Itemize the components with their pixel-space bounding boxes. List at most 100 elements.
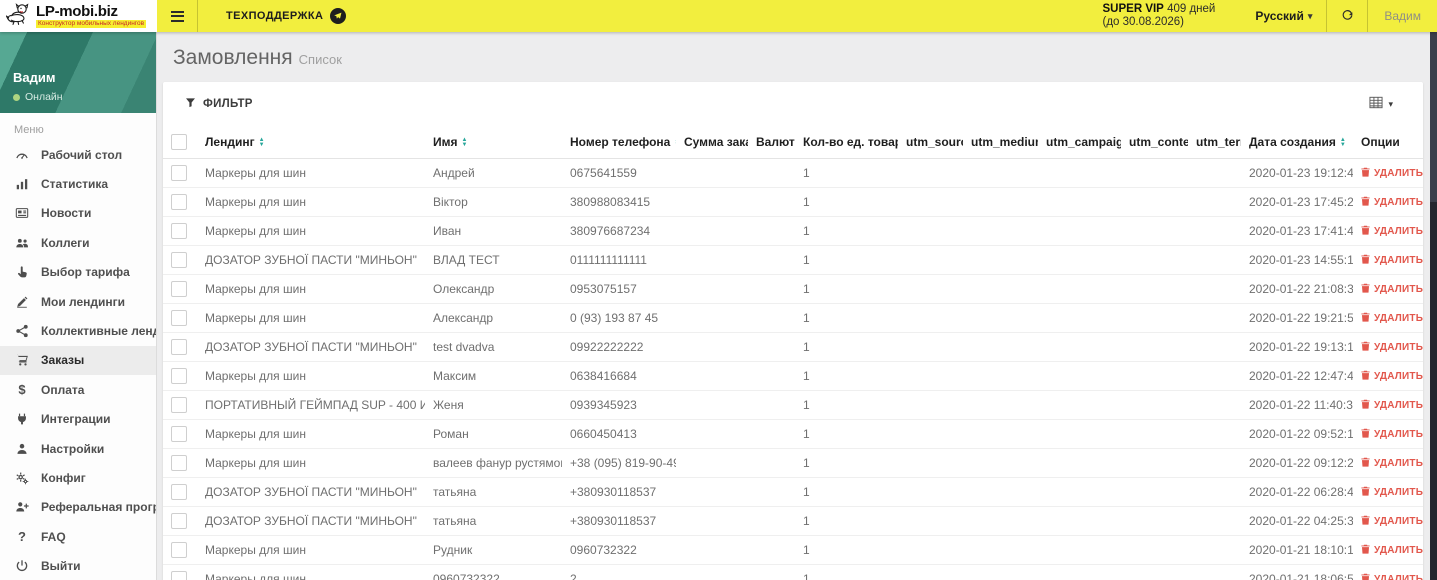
- table-cell: [676, 390, 748, 420]
- sidebar-item-referral[interactable]: Реферальная программа: [0, 493, 156, 522]
- delete-button[interactable]: УДАЛИТЬ: [1361, 196, 1423, 209]
- table-cell: 2020-01-23 14:55:18: [1241, 245, 1353, 275]
- column-header[interactable]: Номер телефона▲▼: [562, 126, 676, 159]
- column-header[interactable]: Дата создания ▲ ▼: [1241, 126, 1353, 159]
- sidebar-item-integrations[interactable]: Интеграции: [0, 405, 156, 434]
- table-cell: 2020-01-21 18:10:16: [1241, 535, 1353, 565]
- row-checkbox[interactable]: [171, 368, 187, 384]
- table-cell: [676, 477, 748, 507]
- sidebar-item-dashboard[interactable]: Рабочий стол: [0, 140, 156, 169]
- column-header[interactable]: Лендинг ▲ ▼: [197, 126, 425, 159]
- delete-button[interactable]: УДАЛИТЬ: [1361, 573, 1423, 580]
- profile-name: Вадим: [13, 70, 56, 85]
- table-cell: [963, 419, 1038, 449]
- table-cell: [1121, 245, 1188, 275]
- sidebar-item-label: Конфиг: [41, 470, 86, 485]
- columns-toggle-button[interactable]: ▾: [1365, 92, 1397, 116]
- sidebar-item-logout[interactable]: Выйти: [0, 551, 156, 580]
- table-cell: [676, 564, 748, 580]
- sort-icon[interactable]: ▲▼: [461, 136, 468, 148]
- delete-button[interactable]: УДАЛИТЬ: [1361, 457, 1423, 470]
- delete-button[interactable]: УДАЛИТЬ: [1361, 225, 1423, 238]
- row-options-cell: УДАЛИТЬ: [1353, 274, 1423, 304]
- table-cell: [676, 332, 748, 362]
- sort-icon[interactable]: ▲▼: [258, 136, 265, 148]
- sidebar-item-label: Коллективные лендинги: [41, 324, 156, 339]
- table-cell: [1188, 274, 1241, 304]
- row-options-cell: УДАЛИТЬ: [1353, 506, 1423, 536]
- row-checkbox[interactable]: [171, 484, 187, 500]
- sidebar-item-settings[interactable]: Настройки: [0, 434, 156, 463]
- row-checkbox[interactable]: [171, 542, 187, 558]
- logo[interactable]: LP-mobi.biz Конструктор мобильных лендин…: [0, 0, 157, 32]
- language-selector[interactable]: Русский ▾: [1241, 0, 1326, 32]
- row-checkbox-cell: [163, 535, 197, 565]
- row-checkbox[interactable]: [171, 310, 187, 326]
- hamburger-menu-button[interactable]: [157, 0, 197, 32]
- row-checkbox[interactable]: [171, 571, 187, 580]
- row-checkbox[interactable]: [171, 339, 187, 355]
- delete-button[interactable]: УДАЛИТЬ: [1361, 167, 1423, 180]
- delete-button[interactable]: УДАЛИТЬ: [1361, 544, 1423, 557]
- delete-button[interactable]: УДАЛИТЬ: [1361, 515, 1423, 528]
- table-cell: [963, 361, 1038, 391]
- table-cell: 1: [795, 361, 898, 391]
- row-checkbox-cell: [163, 187, 197, 217]
- sidebar-item-colleagues[interactable]: Коллеги: [0, 228, 156, 257]
- vertical-scrollbar[interactable]: [1430, 32, 1437, 580]
- delete-button[interactable]: УДАЛИТЬ: [1361, 341, 1423, 354]
- user-menu-button[interactable]: Вадим: [1368, 0, 1437, 32]
- column-header-label: Номер телефона: [570, 135, 671, 149]
- row-checkbox[interactable]: [171, 223, 187, 239]
- row-checkbox[interactable]: [171, 513, 187, 529]
- sidebar-item-tariff[interactable]: Выбор тарифа: [0, 258, 156, 287]
- plan-name: SUPER VIP: [1102, 3, 1164, 15]
- column-header: utm_campaign: [1038, 126, 1121, 159]
- row-checkbox-cell: [163, 245, 197, 275]
- table-cell: [1038, 361, 1121, 391]
- delete-button[interactable]: УДАЛИТЬ: [1361, 486, 1423, 499]
- row-checkbox-cell: [163, 158, 197, 188]
- sort-icon[interactable]: ▲▼: [1339, 136, 1346, 148]
- delete-button[interactable]: УДАЛИТЬ: [1361, 428, 1423, 441]
- row-checkbox[interactable]: [171, 426, 187, 442]
- delete-button[interactable]: УДАЛИТЬ: [1361, 283, 1423, 296]
- column-header[interactable]: Имя ▲ ▼: [425, 126, 562, 159]
- table-row: Маркеры для шин Олександр 0953075157 1 2020-…: [163, 274, 1423, 304]
- sidebar-item-label: Мои лендинги: [41, 294, 126, 309]
- delete-button[interactable]: УДАЛИТЬ: [1361, 254, 1423, 267]
- row-checkbox[interactable]: [171, 194, 187, 210]
- row-checkbox[interactable]: [171, 252, 187, 268]
- refresh-button[interactable]: [1327, 0, 1367, 32]
- filter-button[interactable]: ФИЛЬТР: [185, 97, 253, 111]
- sidebar-item-payment[interactable]: $ Оплата: [0, 375, 156, 404]
- select-all-checkbox[interactable]: [171, 134, 187, 150]
- dog-logo-icon: [5, 2, 32, 31]
- table-cell: Маркеры для шин: [197, 419, 425, 449]
- sort-icon[interactable]: ▲▼: [674, 137, 676, 148]
- delete-button[interactable]: УДАЛИТЬ: [1361, 312, 1423, 325]
- sidebar-item-news[interactable]: Новости: [0, 199, 156, 228]
- sidebar-item-landings[interactable]: Мои лендинги: [0, 287, 156, 316]
- table-row: Маркеры для шин Віктор 380988083415 1 2020-0…: [163, 187, 1423, 217]
- sidebar-item-faq[interactable]: ? FAQ: [0, 522, 156, 551]
- sidebar-item-collective[interactable]: Коллективные лендинги: [0, 316, 156, 345]
- delete-button[interactable]: УДАЛИТЬ: [1361, 370, 1423, 383]
- row-checkbox[interactable]: [171, 455, 187, 471]
- sidebar-item-config[interactable]: Конфиг: [0, 463, 156, 492]
- delete-button[interactable]: УДАЛИТЬ: [1361, 399, 1423, 412]
- row-checkbox[interactable]: [171, 165, 187, 181]
- support-button[interactable]: ТЕХПОДДЕРЖКА: [198, 8, 368, 24]
- table-cell: [898, 564, 963, 580]
- sidebar-item-orders[interactable]: Заказы: [0, 345, 156, 376]
- trash-icon: [1361, 370, 1370, 383]
- row-checkbox[interactable]: [171, 281, 187, 297]
- row-checkbox[interactable]: [171, 397, 187, 413]
- table-cell: +380930118537: [562, 506, 676, 536]
- column-header-label: Имя: [433, 135, 458, 149]
- sidebar-item-stats[interactable]: Статистика: [0, 169, 156, 198]
- sidebar-item-label: Оплата: [41, 382, 85, 397]
- scrollbar-thumb[interactable]: [1430, 32, 1437, 202]
- table-cell: [898, 274, 963, 304]
- table-cell: [1188, 535, 1241, 565]
